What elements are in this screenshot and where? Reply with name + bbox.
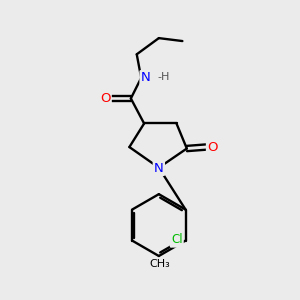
Text: CH₃: CH₃: [149, 259, 170, 269]
Text: N: N: [141, 71, 151, 84]
Text: O: O: [100, 92, 110, 105]
Text: -H: -H: [158, 72, 170, 82]
Text: Cl: Cl: [171, 233, 183, 247]
Text: N: N: [154, 162, 164, 175]
Text: O: O: [207, 141, 218, 154]
